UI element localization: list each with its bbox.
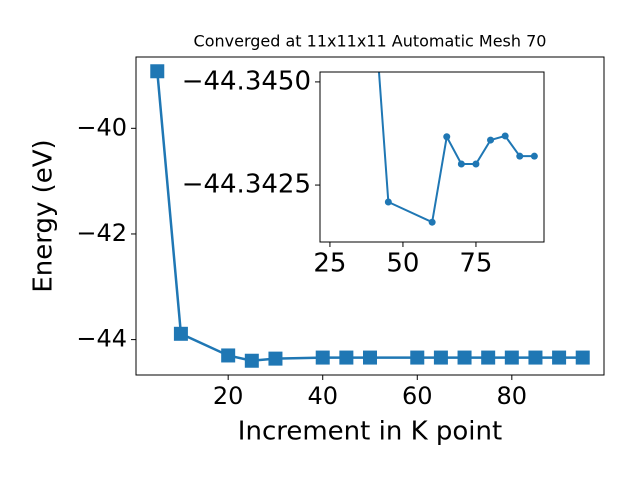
x-tick-label: 75: [459, 249, 492, 279]
chart-title: Converged at 11x11x11 Automatic Mesh 70: [194, 32, 547, 51]
y-tick-label: −40: [76, 113, 127, 141]
marker: [516, 152, 524, 160]
marker: [173, 326, 188, 341]
marker: [315, 350, 330, 365]
marker: [528, 350, 543, 365]
axes-frame: [319, 71, 545, 243]
y-axis-label: Energy (eV): [29, 139, 59, 292]
marker: [552, 350, 567, 365]
x-tick-label: 50: [386, 249, 419, 279]
marker: [481, 350, 496, 365]
marker: [443, 133, 451, 141]
marker: [221, 348, 236, 363]
y-tick-label: −44.3450: [182, 66, 311, 96]
marker: [472, 160, 480, 168]
x-tick-label: 20: [213, 382, 244, 410]
series-line: [377, 72, 535, 224]
y-tick-label: −42: [76, 219, 127, 247]
x-tick-label: 40: [307, 382, 338, 410]
marker: [363, 350, 377, 365]
plot-area: [377, 72, 538, 226]
marker: [504, 350, 519, 365]
marker: [457, 160, 465, 168]
marker: [428, 218, 436, 226]
marker: [487, 136, 495, 144]
marker: [433, 350, 448, 365]
marker: [384, 198, 392, 206]
y-tick-label: −44: [76, 325, 127, 353]
inset-background: [320, 72, 544, 242]
plot-area: [150, 64, 590, 368]
marker: [457, 350, 472, 365]
marker: [575, 350, 590, 365]
marker: [530, 152, 538, 160]
marker: [501, 132, 509, 140]
axes-frame: [135, 56, 605, 376]
marker: [150, 64, 165, 79]
x-tick-label: 80: [497, 382, 528, 410]
x-tick-label: 25: [313, 249, 346, 279]
x-axis-label: Increment in K point: [238, 417, 502, 447]
marker: [268, 351, 283, 366]
y-tick-label: −44.3425: [182, 170, 311, 200]
series-line: [156, 71, 583, 362]
x-tick-label: 60: [402, 382, 433, 410]
marker: [339, 350, 354, 365]
marker: [244, 353, 259, 368]
marker: [410, 350, 425, 365]
